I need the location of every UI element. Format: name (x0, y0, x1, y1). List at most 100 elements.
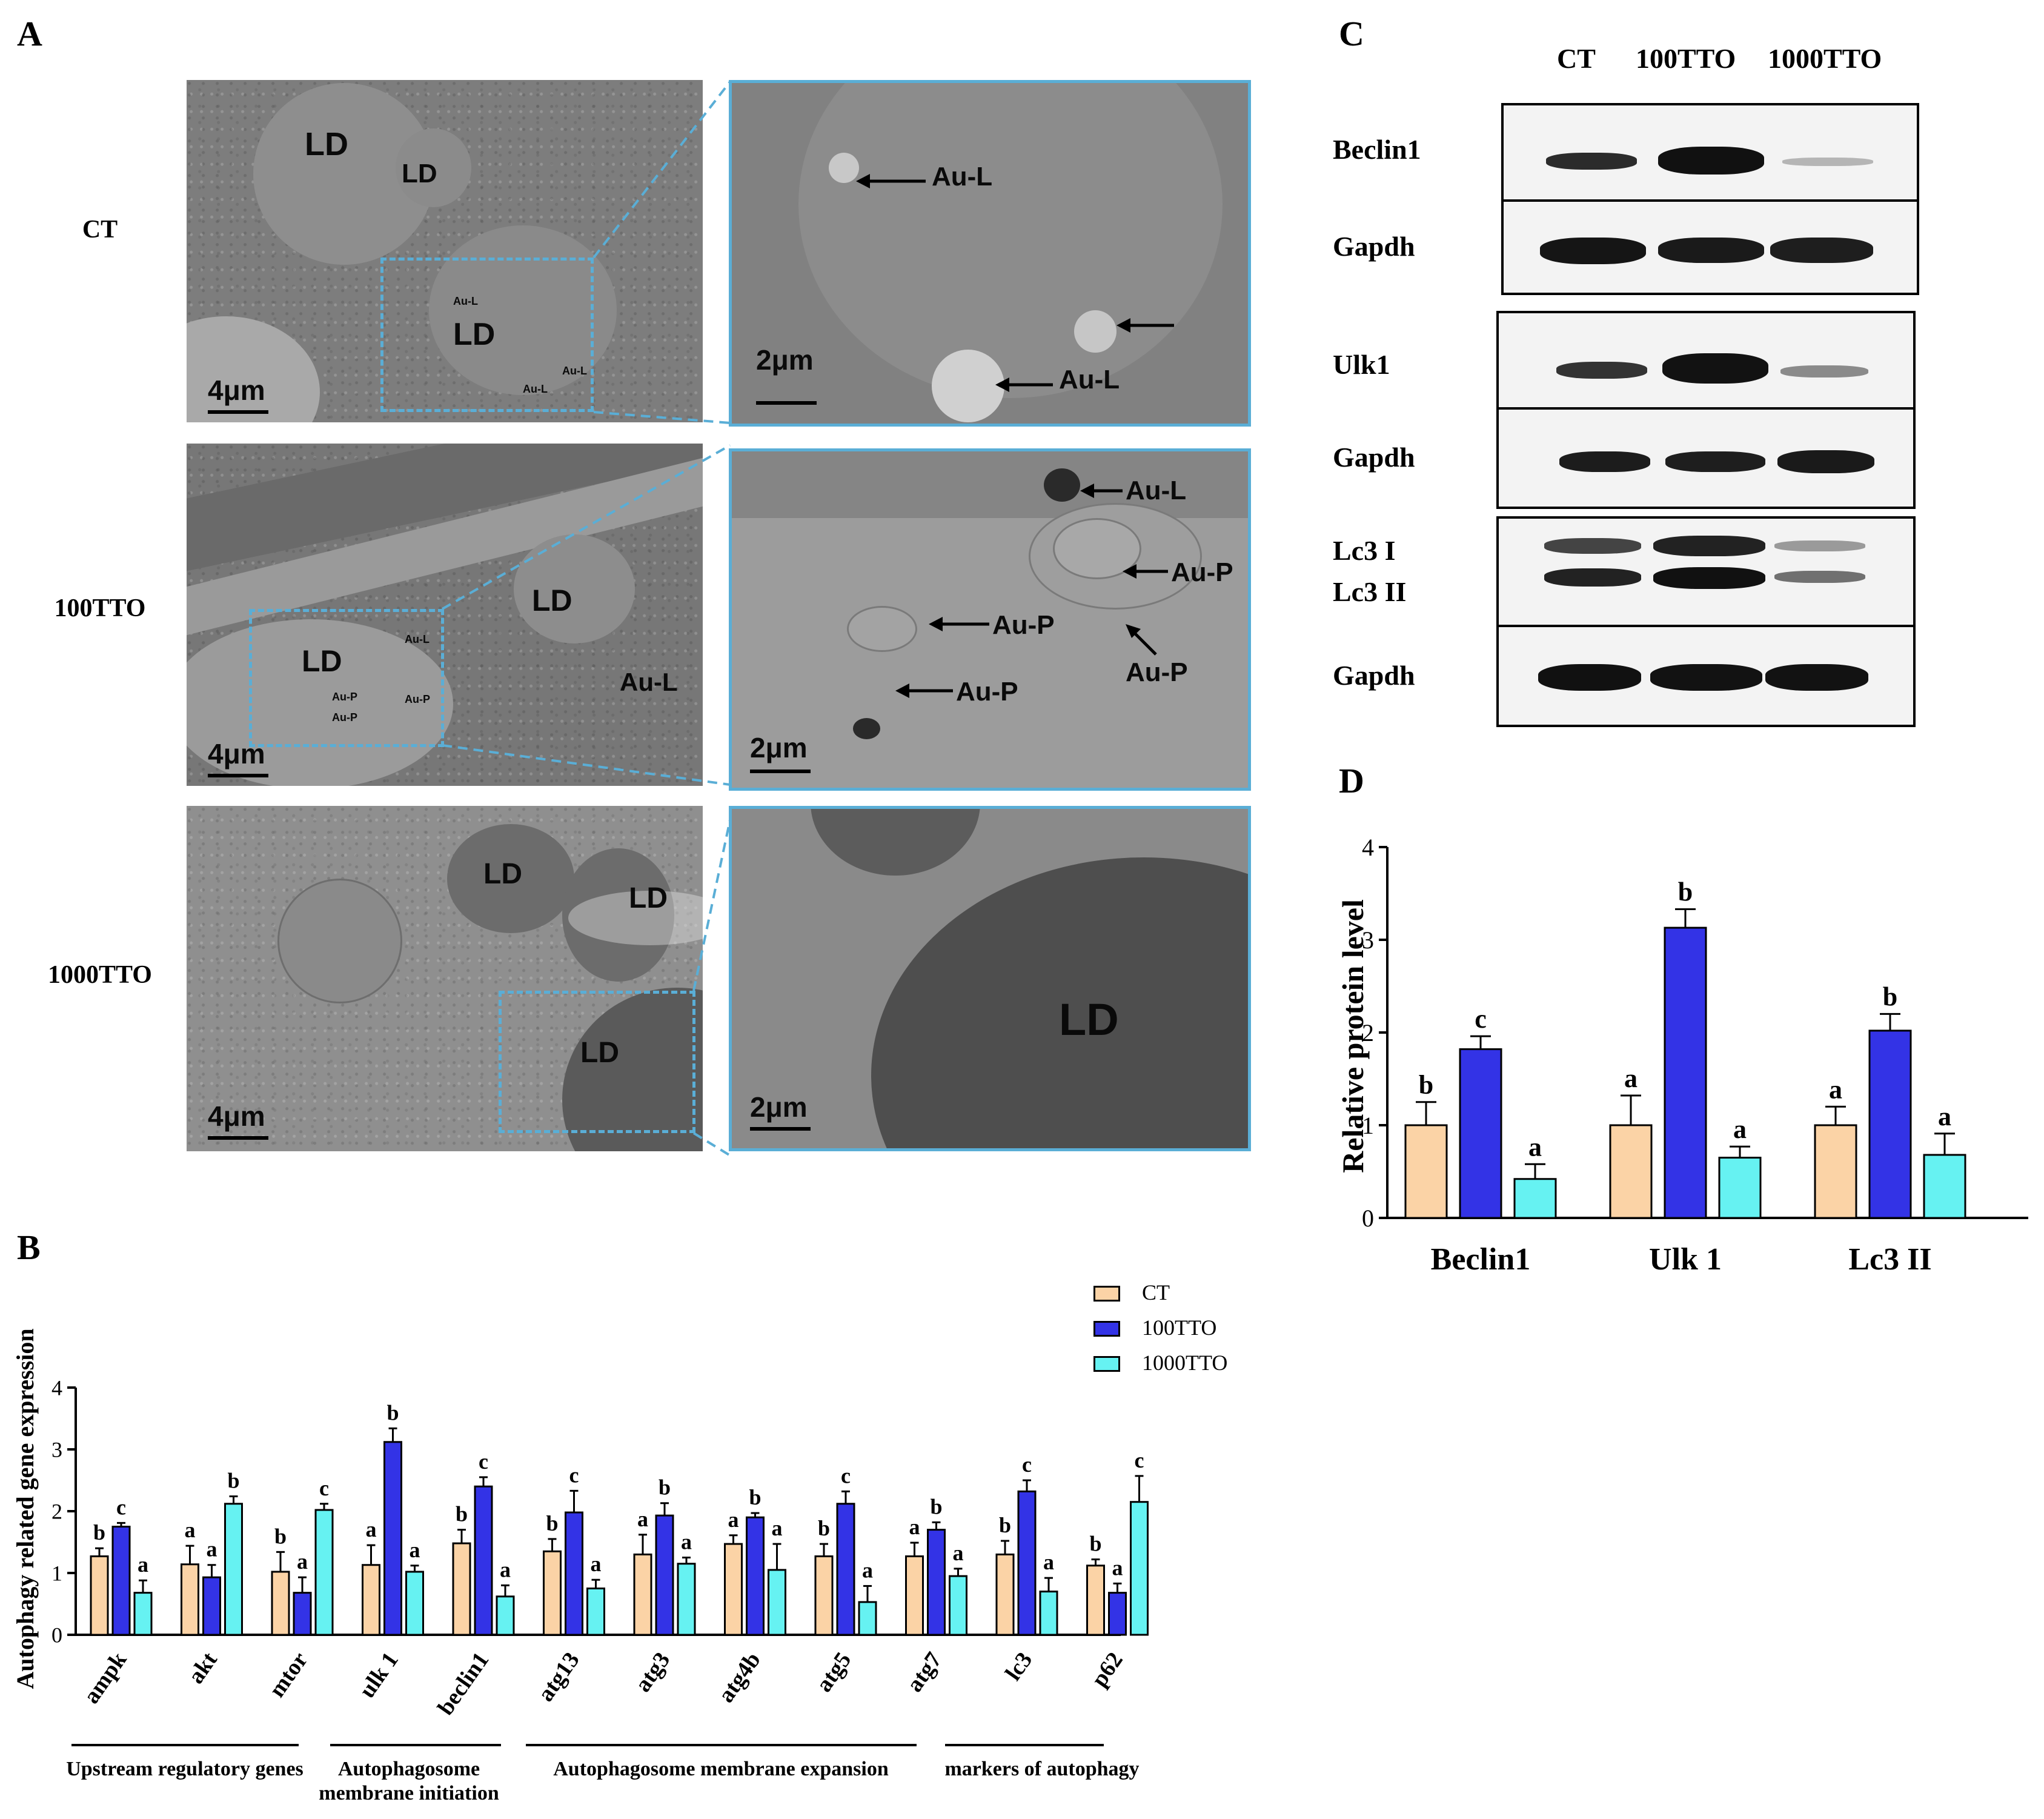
panel-letter-d: D (1339, 761, 1364, 800)
bar (746, 1516, 765, 1636)
bar (271, 1571, 290, 1636)
bar (1017, 1490, 1037, 1636)
significance-letter: b (456, 1502, 468, 1526)
significance-letter: c (1135, 1448, 1144, 1472)
y-tick-label: 2 (51, 1500, 62, 1524)
y-tick-label: 1 (51, 1561, 62, 1586)
significance-letter: b (1089, 1532, 1101, 1556)
significance-letter: b (1419, 1070, 1433, 1100)
zoom-region-100tto (249, 609, 444, 747)
blot-lc3 (1496, 516, 1916, 727)
bar (1459, 1048, 1502, 1219)
category-label: akt (183, 1648, 222, 1689)
bar (1814, 1124, 1857, 1219)
bar (1609, 1124, 1653, 1219)
bar (90, 1555, 109, 1636)
blot-col-ct: CT (1557, 43, 1596, 74)
bar (1868, 1029, 1912, 1219)
blot-beclin1 (1501, 103, 1919, 295)
significance-letter: b (749, 1485, 761, 1509)
bar (949, 1575, 967, 1636)
bar (677, 1563, 696, 1636)
em-100tto-zoom: Au-L Au-P Au-P Au-P Au-P 2μm (729, 448, 1251, 791)
bar (293, 1592, 312, 1636)
bar (836, 1503, 855, 1636)
bar (1108, 1592, 1127, 1636)
legend-label-1000tto: 1000TTO (1142, 1351, 1228, 1375)
significance-letter: c (116, 1495, 126, 1519)
panel-letter-a: A (17, 14, 42, 53)
significance-letter: a (772, 1516, 783, 1540)
significance-letter: a (862, 1558, 873, 1582)
bar (474, 1485, 493, 1636)
significance-letter: a (297, 1549, 308, 1574)
bar (927, 1529, 946, 1636)
group-line-4 (945, 1744, 1104, 1746)
y-tick-label: 4 (1362, 834, 1374, 861)
category-label: ampk (79, 1647, 132, 1708)
significance-letter: b (387, 1400, 399, 1425)
bar (111, 1526, 131, 1636)
bar (565, 1511, 583, 1636)
significance-letter: a (1043, 1550, 1054, 1574)
bar (858, 1601, 877, 1636)
bar (1130, 1501, 1149, 1636)
significance-letter: a (1829, 1074, 1842, 1104)
significance-letter: c (319, 1476, 329, 1500)
category-label: Lc3 II (1848, 1242, 1931, 1277)
y-tick-label: 0 (51, 1623, 62, 1648)
y-axis-label: Autophagy related gene expression (12, 1328, 39, 1689)
significance-letter: b (274, 1524, 287, 1548)
bar (314, 1509, 334, 1636)
group-line-2 (330, 1744, 501, 1746)
blot-label-beclin1: Beclin1 (1333, 134, 1421, 165)
legend-swatch-ct (1093, 1286, 1120, 1302)
significance-letter: a (953, 1541, 964, 1565)
category-label: atg5 (811, 1648, 856, 1697)
significance-letter: a (366, 1517, 377, 1541)
bar (655, 1514, 674, 1636)
legend-swatch-1000tto (1093, 1356, 1120, 1372)
blot-label-ulk1: Ulk1 (1333, 349, 1390, 380)
bar (586, 1588, 605, 1636)
em-100tto-overview: LD LD Au-L Au-L Au-P Au-P Au-P 4μm (187, 444, 703, 786)
group-label-upstream: Upstream regulatory genes (66, 1758, 304, 1780)
bar (1404, 1124, 1448, 1219)
bar (814, 1555, 834, 1636)
category-label: atg7 (902, 1648, 947, 1697)
bar (224, 1503, 243, 1636)
category-label: atg3 (630, 1648, 675, 1697)
category-label: atg13 (533, 1648, 585, 1706)
category-label: ulk 1 (354, 1648, 403, 1703)
panel-letter-b: B (17, 1228, 41, 1267)
bar (1039, 1591, 1058, 1636)
category-label: beclin1 (433, 1648, 494, 1720)
bar (633, 1553, 652, 1636)
bar (995, 1553, 1015, 1636)
bar (905, 1555, 924, 1636)
significance-letter: a (1733, 1114, 1747, 1144)
bar (181, 1563, 199, 1636)
bar (1923, 1154, 1966, 1219)
significance-letter: a (1528, 1132, 1542, 1162)
significance-letter: b (818, 1516, 830, 1540)
y-axis-label: Relative protein level (1336, 899, 1370, 1173)
significance-letter: a (637, 1507, 648, 1531)
row-label-1000tto: 1000TTO (48, 961, 152, 989)
bar (383, 1441, 402, 1636)
category-label: atg4b (713, 1648, 765, 1707)
category-label: lc3 (1000, 1648, 1037, 1685)
significance-letter: a (207, 1537, 217, 1561)
group-line-3 (526, 1744, 917, 1746)
y-tick-label: 3 (51, 1438, 62, 1462)
category-label: p62 (1087, 1648, 1128, 1692)
blot-col-100tto: 100TTO (1636, 43, 1736, 74)
significance-letter: a (138, 1552, 148, 1577)
blot-ulk1 (1496, 311, 1916, 509)
chart-d: 0 1 2 3 4 Relative protein level b c a Beclin1 a b a… (1336, 834, 2028, 1277)
significance-letter: b (227, 1469, 239, 1493)
significance-letter: a (1938, 1102, 1951, 1131)
bar (724, 1543, 743, 1636)
significance-letter: a (1624, 1063, 1638, 1093)
